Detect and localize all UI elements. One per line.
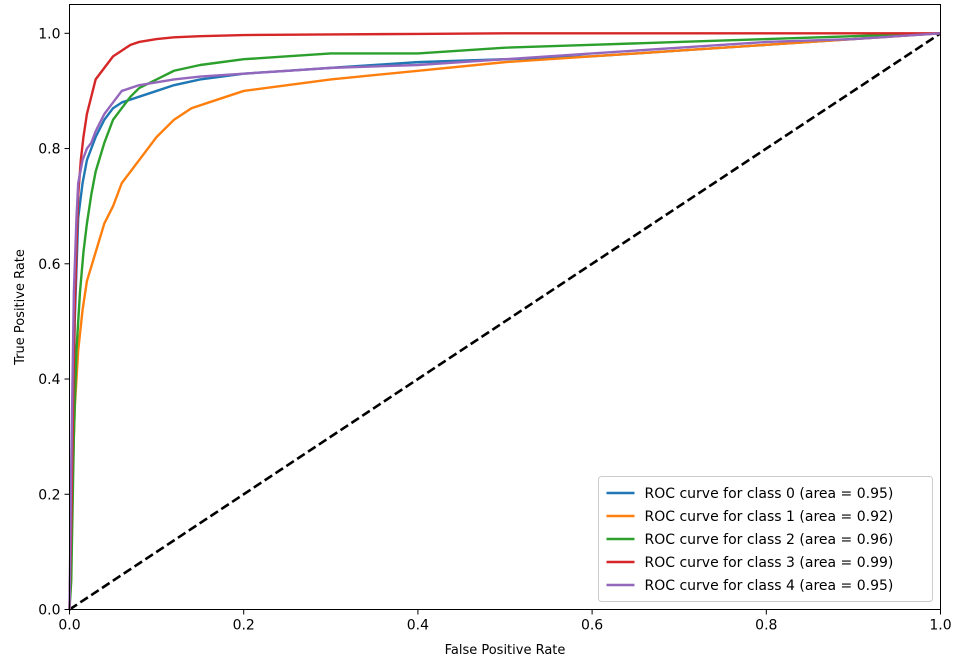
y-axis-ticks: 0.0 0.2 0.4 0.6 0.8 1.0: [38, 26, 70, 619]
y-tick-label: 0.6: [38, 257, 60, 273]
x-tick-label: 1.0: [929, 618, 951, 634]
x-tick-label: 0.0: [58, 618, 80, 634]
x-tick-label: 0.4: [407, 618, 429, 634]
axes-frame: [69, 4, 941, 610]
x-axis-ticks: 0.0 0.2 0.4 0.6 0.8 1.0: [58, 609, 952, 634]
roc-series-line-1: [68, 32, 941, 610]
legend-label: ROC curve for class 4 (area = 0.95): [645, 578, 894, 594]
legend-label: ROC curve for class 3 (area = 0.99): [645, 555, 894, 571]
legend-label: ROC curve for class 1 (area = 0.92): [645, 509, 894, 525]
legend: ROC curve for class 0 (area = 0.95) ROC c…: [598, 476, 933, 602]
y-tick-label: 0.0: [38, 603, 60, 619]
x-axis-label: False Positive Rate: [445, 643, 566, 658]
x-tick-label: 0.8: [755, 618, 777, 634]
y-tick-label: 0.8: [38, 142, 60, 158]
legend-box: [598, 476, 933, 602]
chance-diagonal-line: [68, 32, 942, 611]
plot-lines: [68, 32, 942, 611]
roc-series-line-4: [68, 32, 941, 610]
legend-label: ROC curve for class 0 (area = 0.95): [645, 486, 894, 502]
y-tick-label: 1.0: [38, 26, 60, 42]
x-tick-label: 0.2: [233, 618, 255, 634]
legend-label: ROC curve for class 2 (area = 0.96): [645, 532, 894, 548]
x-tick-label: 0.6: [581, 618, 603, 634]
y-tick-label: 0.4: [38, 372, 60, 388]
y-tick-label: 0.2: [38, 487, 60, 503]
y-axis-label: True Positive Rate: [13, 249, 28, 366]
